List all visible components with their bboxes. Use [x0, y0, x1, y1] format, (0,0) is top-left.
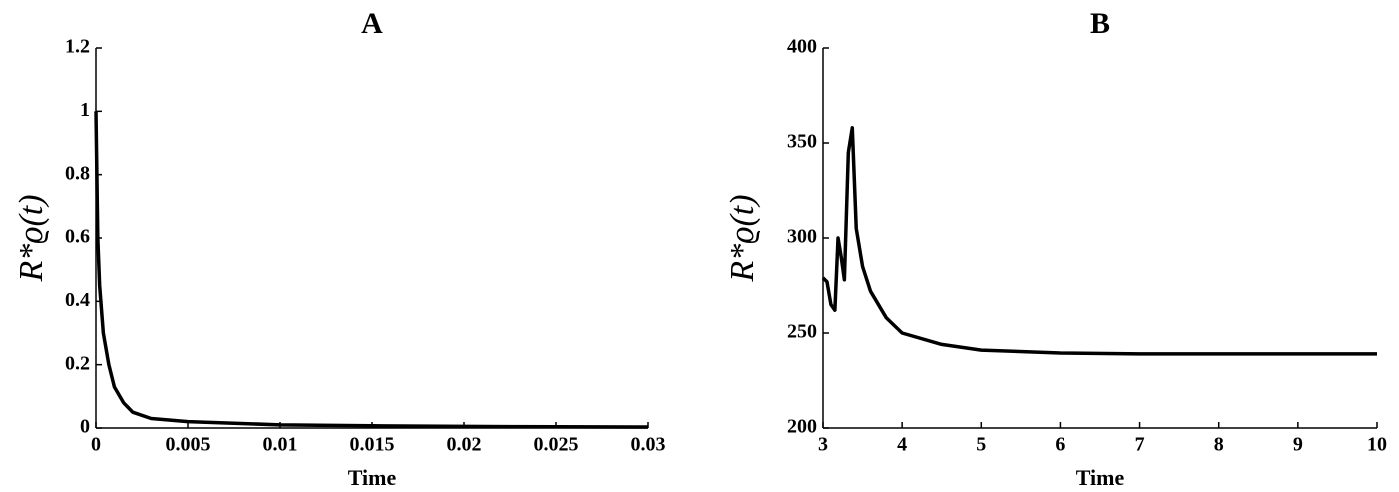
y-tick-label: 0.8 [65, 162, 90, 184]
x-tick-label: 5 [976, 434, 986, 456]
x-tick-label: 0.01 [263, 434, 298, 456]
x-axis-label: Time [1076, 465, 1125, 490]
chart-title: A [361, 7, 383, 40]
y-tick-label: 400 [787, 36, 817, 58]
y-tick-label: 0 [80, 416, 90, 438]
y-tick-label: 1 [80, 99, 90, 121]
y-axis-label: R*ϱ(t) [13, 194, 50, 282]
x-tick-label: 6 [1055, 434, 1065, 456]
y-tick-label: 200 [787, 416, 817, 438]
y-tick-label: 0.2 [65, 352, 90, 374]
x-tick-label: 10 [1367, 434, 1387, 456]
x-tick-label: 4 [897, 434, 907, 456]
x-tick-label: 0.03 [631, 434, 666, 456]
x-tick-label: 0.005 [166, 434, 211, 456]
y-tick-label: 0.6 [65, 226, 90, 248]
x-tick-label: 8 [1214, 434, 1224, 456]
y-tick-label: 300 [787, 226, 817, 248]
x-tick-label: 0 [91, 434, 101, 456]
y-tick-label: 1.2 [65, 36, 90, 58]
line [94, 111, 649, 429]
chart-title: B [1090, 7, 1110, 40]
x-tick-label: 0.02 [447, 434, 482, 456]
x-tick-label: 0.025 [534, 434, 579, 456]
x-tick-label: 3 [818, 434, 828, 456]
y-tick-label: 350 [787, 131, 817, 153]
y-axis-label: R*ϱ(t) [724, 194, 761, 282]
x-tick-label: 7 [1135, 434, 1145, 456]
x-tick-label: 9 [1293, 434, 1303, 456]
y-tick-label: 0.4 [65, 289, 90, 311]
line [821, 126, 1377, 356]
y-tick-label: 250 [787, 321, 817, 343]
x-tick-label: 0.015 [350, 434, 395, 456]
x-axis-label: Time [348, 465, 397, 490]
